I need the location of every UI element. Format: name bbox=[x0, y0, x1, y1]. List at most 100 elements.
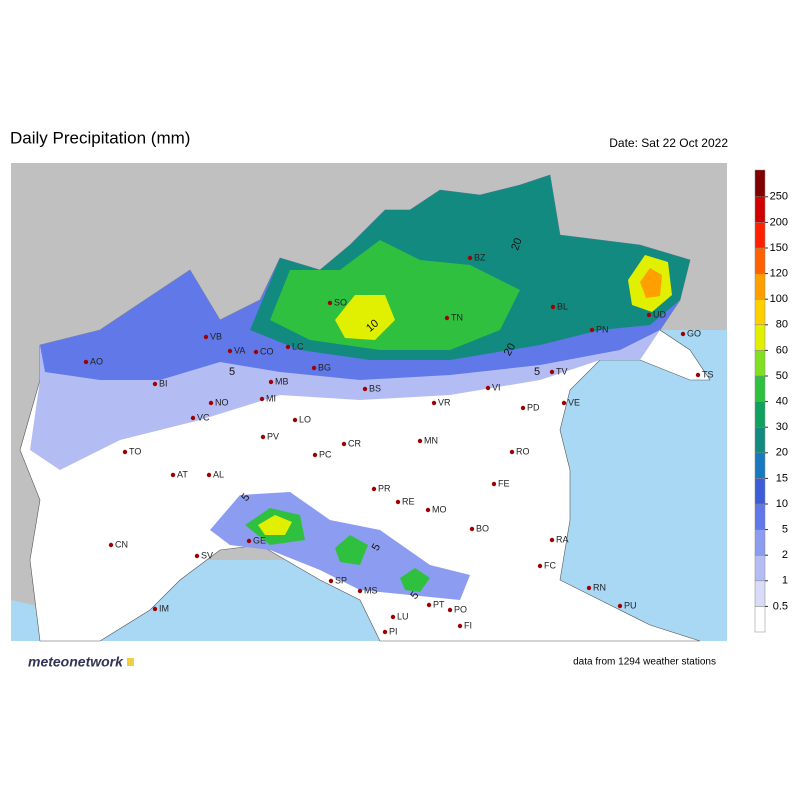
brand-mark bbox=[127, 658, 134, 666]
city-label: PD bbox=[527, 402, 540, 412]
city-label: BL bbox=[557, 301, 568, 311]
colorbar-swatch bbox=[754, 580, 766, 607]
city-dot bbox=[520, 405, 526, 411]
city-dot bbox=[203, 334, 209, 340]
city-label: MN bbox=[424, 435, 438, 445]
city-label: CO bbox=[260, 346, 274, 356]
city-label: LC bbox=[292, 341, 304, 351]
colorbar-swatch bbox=[754, 478, 766, 505]
city-dot bbox=[371, 486, 377, 492]
colorbar-swatch bbox=[754, 222, 766, 249]
contour-label: 20 bbox=[509, 236, 524, 252]
rain-south-peak bbox=[335, 535, 368, 565]
city-label: AO bbox=[90, 356, 103, 366]
colorbar-label: 10 bbox=[776, 498, 788, 510]
city-label: VR bbox=[438, 397, 451, 407]
city-label: PC bbox=[319, 449, 332, 459]
colorbar-label: 5 bbox=[782, 524, 788, 536]
city-label: IM bbox=[159, 603, 169, 613]
title: Daily Precipitation (mm) bbox=[10, 128, 190, 147]
date: Date: Sat 22 Oct 2022 bbox=[609, 136, 728, 150]
colorbar-swatch bbox=[754, 247, 766, 274]
city-dot bbox=[122, 449, 128, 455]
city-label: FI bbox=[464, 620, 472, 630]
colorbar-label: 60 bbox=[776, 344, 788, 356]
city-dot bbox=[311, 365, 317, 371]
legend: 0.5 1 2 5 10 15 20 30 40 50 60 80 100 120 150 200 250 bbox=[754, 169, 788, 633]
city-dot bbox=[395, 499, 401, 505]
contour-label: 5 bbox=[534, 366, 540, 378]
city-dot bbox=[447, 607, 453, 613]
city-label: TO bbox=[129, 446, 141, 456]
city-label: PN bbox=[596, 324, 609, 334]
city-label: TV bbox=[556, 366, 568, 376]
rain-peak bbox=[640, 268, 662, 298]
city-dot bbox=[549, 537, 555, 543]
city-label: PO bbox=[454, 604, 467, 614]
city-label: RO bbox=[516, 446, 530, 456]
map bbox=[11, 163, 727, 642]
city-label: TS bbox=[702, 369, 714, 379]
colorbar-swatch bbox=[754, 273, 766, 300]
city-dot bbox=[549, 369, 555, 375]
city-dot bbox=[259, 396, 265, 402]
brand: meteonetwork bbox=[28, 654, 124, 670]
city-dot bbox=[444, 315, 450, 321]
city-label: BZ bbox=[474, 252, 486, 262]
city-dot bbox=[425, 507, 431, 513]
city-label: PU bbox=[624, 600, 637, 610]
city-label: VI bbox=[492, 382, 501, 392]
city-dot bbox=[170, 472, 176, 478]
colorbar-label: 20 bbox=[776, 447, 788, 459]
colorbar-swatch bbox=[754, 324, 766, 351]
colorbar-swatch bbox=[754, 503, 766, 530]
city-label: GO bbox=[687, 328, 701, 338]
city-dot bbox=[152, 381, 158, 387]
city-label: PT bbox=[433, 599, 445, 609]
city-dot bbox=[292, 417, 298, 423]
city-dot bbox=[680, 331, 686, 337]
city-label: VE bbox=[568, 397, 580, 407]
colorbar-swatch bbox=[754, 452, 766, 479]
city-dot bbox=[328, 578, 334, 584]
city-dot bbox=[382, 629, 388, 635]
city-label: LU bbox=[397, 611, 409, 621]
colorbar-label: 1 bbox=[782, 575, 788, 587]
colorbar-swatch bbox=[754, 298, 766, 326]
city-dot bbox=[312, 452, 318, 458]
city-label: GE bbox=[253, 535, 266, 545]
city-dot bbox=[695, 372, 701, 378]
rain-south-peak bbox=[400, 568, 430, 592]
city-dot bbox=[550, 304, 556, 310]
note: data from 1294 weather stations bbox=[573, 657, 716, 668]
colorbar-label: 80 bbox=[776, 319, 788, 331]
city-label: LO bbox=[299, 414, 311, 424]
city-label: PI bbox=[389, 626, 398, 636]
city-label: NO bbox=[215, 397, 229, 407]
city-label: BO bbox=[476, 523, 489, 533]
rain-peak bbox=[335, 295, 395, 340]
city-dot bbox=[327, 300, 333, 306]
city-label: SP bbox=[335, 575, 347, 585]
city-label: VB bbox=[210, 331, 222, 341]
city-label: SV bbox=[201, 550, 213, 560]
city-dot bbox=[341, 441, 347, 447]
colorbar-label: 250 bbox=[770, 191, 788, 203]
city-dot bbox=[268, 379, 274, 385]
city-dot bbox=[362, 386, 368, 392]
city-dot bbox=[152, 606, 158, 612]
city-label: TN bbox=[451, 312, 463, 322]
city-label: VC bbox=[197, 412, 210, 422]
city-dot bbox=[417, 438, 423, 444]
city-dot bbox=[108, 542, 114, 548]
city-dot bbox=[467, 255, 473, 261]
city-dot bbox=[194, 553, 200, 559]
colorbar-label: 120 bbox=[770, 268, 788, 280]
colorbar-label: 50 bbox=[776, 370, 788, 382]
city-dot bbox=[589, 327, 595, 333]
colorbar-swatch bbox=[754, 426, 766, 454]
colorbar-swatch bbox=[754, 606, 766, 633]
city-dot bbox=[390, 614, 396, 620]
colorbar-label: 30 bbox=[776, 421, 788, 433]
